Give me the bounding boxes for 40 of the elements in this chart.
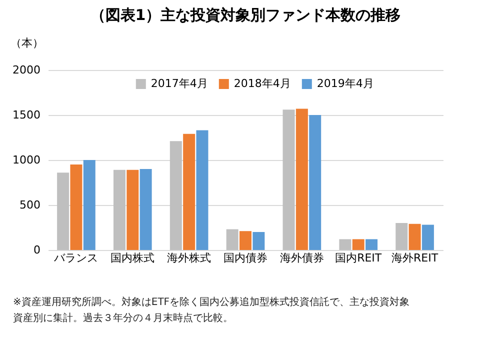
bar <box>252 232 265 250</box>
y-tick-label: 500 <box>20 198 40 212</box>
bar <box>196 130 208 250</box>
bar <box>339 239 352 250</box>
y-tick-label: 2000 <box>12 64 40 76</box>
bar <box>296 108 308 250</box>
y-axis-title: （本） <box>10 36 44 50</box>
legend-label: 2019年4月 <box>316 77 374 90</box>
bar <box>366 239 378 250</box>
legend-label: 2018年4月 <box>234 77 291 90</box>
bar <box>113 170 126 250</box>
x-tick-label: 海外REIT <box>392 252 438 264</box>
bar <box>140 169 152 250</box>
bar <box>183 134 196 250</box>
bar <box>422 224 434 250</box>
bar <box>83 160 96 250</box>
legend-label: 2017年4月 <box>150 77 208 90</box>
text: ※資産運用研究所調べ。対象はETFを除く国内公募追加型株式投資信託で、主な投資対象 <box>13 296 410 308</box>
bar <box>170 141 182 250</box>
text: 資産別に集計。過去３年分の４月末時点で比較。 <box>13 312 233 324</box>
x-tick-label: 国内REIT <box>335 252 382 264</box>
y-tick-label: 1500 <box>12 108 40 122</box>
x-tick-label: バランス <box>53 252 98 264</box>
x-tick-label: 国内株式 <box>110 252 155 264</box>
bar <box>57 172 70 250</box>
x-tick-label: 海外債券 <box>280 252 324 264</box>
bar <box>126 170 139 250</box>
bar <box>240 231 252 250</box>
bar <box>70 164 82 250</box>
bar <box>352 239 364 250</box>
y-tick-label: 0 <box>34 244 40 256</box>
y-tick-label: 1000 <box>12 154 40 166</box>
bar <box>396 223 408 250</box>
bar <box>408 224 421 250</box>
chart-title: （図表1）主な投資対象別ファンド本数の推移 <box>90 6 401 24</box>
bar <box>226 229 238 250</box>
bar <box>309 115 322 250</box>
bar <box>282 110 295 250</box>
x-tick-label: 国内債券 <box>224 252 268 264</box>
x-tick-label: 海外株式 <box>167 252 212 264</box>
